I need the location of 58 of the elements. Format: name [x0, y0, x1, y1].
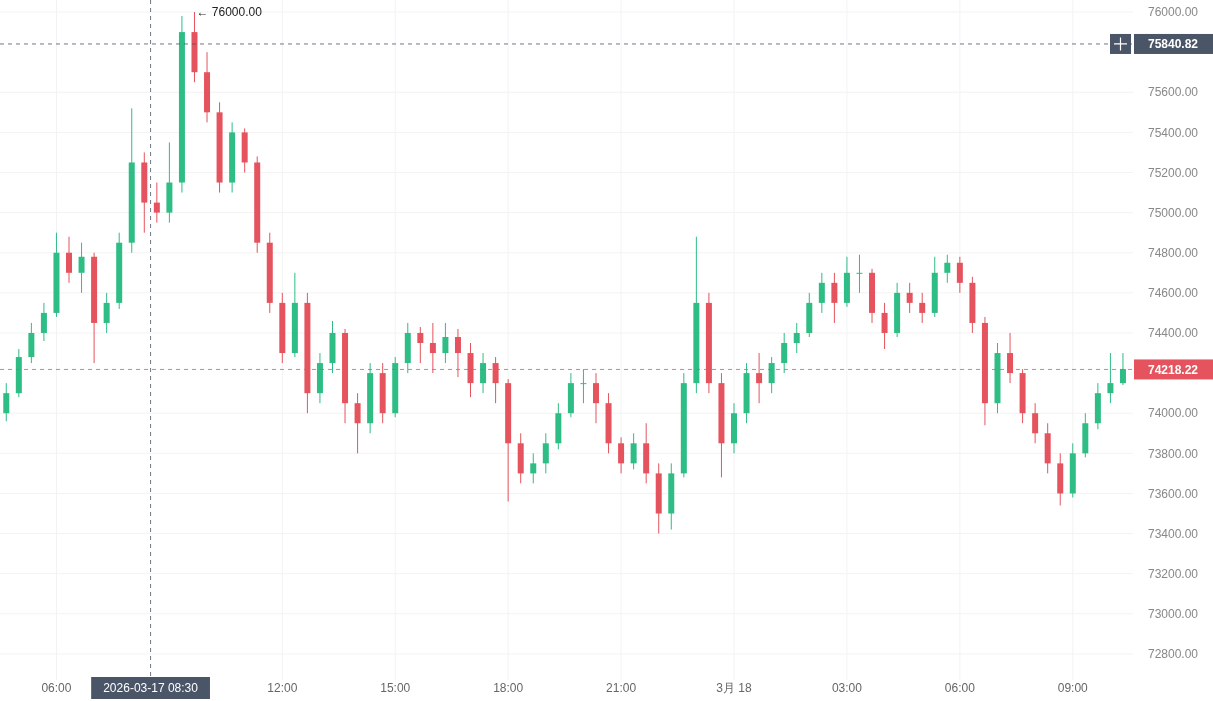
y-tick-label: 73600.00: [1147, 486, 1199, 501]
candlestick: [781, 332, 788, 374]
candlestick: [3, 382, 10, 422]
candlestick: [1107, 352, 1114, 404]
y-tick-label: 72800.00: [1147, 647, 1199, 662]
y-tick-label: 73400.00: [1147, 526, 1199, 541]
candlestick: [630, 432, 637, 470]
annotation: ← 76000.00: [196, 5, 263, 20]
ref-line-label: 2026-03-17 08:30: [103, 681, 199, 696]
x-tick-label: 03:00: [831, 681, 863, 696]
candlestick: [530, 452, 537, 484]
candlestick: [1032, 402, 1039, 444]
x-tick-label: 21:00: [606, 681, 637, 696]
candlestick: [793, 322, 800, 354]
candlestick: [78, 242, 85, 294]
candlestick: [906, 282, 913, 314]
candlestick: [480, 352, 487, 394]
candlestick: [592, 372, 599, 424]
x-tick-label: 12:00: [267, 681, 298, 696]
candlestick: [580, 368, 587, 404]
candlestick: [768, 356, 775, 394]
candlestick: [542, 432, 549, 474]
y-tick-label: 75200.00: [1147, 165, 1199, 180]
candlestick: [103, 292, 110, 334]
candlestick: [66, 236, 73, 284]
candlestick: [417, 326, 424, 364]
y-tick-label: 73000.00: [1147, 607, 1199, 622]
y-tick-label: 73200.00: [1147, 566, 1199, 581]
y-tick-label: 73800.00: [1147, 446, 1199, 461]
x-tick-label: 06:00: [944, 681, 976, 696]
candlestick: [818, 272, 825, 314]
candlestick: [881, 302, 888, 350]
candlestick: [354, 392, 361, 454]
y-tick-label: 75600.00: [1147, 85, 1199, 100]
candlestick: [831, 272, 838, 324]
x-tick-label: 3月 18: [716, 681, 753, 696]
y-tick-label: 76000.00: [1147, 5, 1199, 20]
x-tick-label: 15:00: [380, 681, 411, 696]
x-tick-label: 18:00: [493, 681, 524, 696]
ref-line-label: 75840.82: [1147, 37, 1199, 52]
y-tick-label: 75000.00: [1147, 205, 1199, 220]
candlestick: [944, 254, 951, 284]
y-tick-label: 74000.00: [1147, 406, 1199, 421]
candlestick: [856, 254, 863, 294]
ref-line-label: 74218.22: [1147, 362, 1199, 377]
y-tick-label: 74400.00: [1147, 326, 1199, 341]
y-tick-label: 75400.00: [1147, 125, 1199, 140]
candlestick: [919, 292, 926, 324]
candlestick: [442, 322, 449, 364]
x-tick-label: 06:00: [41, 681, 72, 696]
candlestick: [956, 256, 963, 294]
x-tick-label: 09:00: [1057, 681, 1089, 696]
candlestick: [153, 182, 160, 224]
candlestick: [618, 436, 625, 474]
candlestick: [40, 302, 47, 342]
candlestick: [1119, 352, 1126, 386]
y-tick-label: 74800.00: [1147, 245, 1199, 260]
y-tick-label: 74600.00: [1147, 286, 1199, 301]
